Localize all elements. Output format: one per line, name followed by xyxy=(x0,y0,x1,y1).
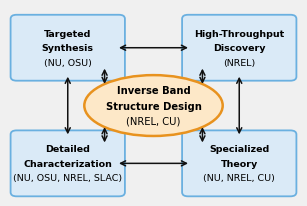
Text: Theory: Theory xyxy=(221,159,258,168)
Text: (NREL, CU): (NREL, CU) xyxy=(126,116,181,126)
Text: Characterization: Characterization xyxy=(23,159,112,168)
FancyBboxPatch shape xyxy=(10,16,125,81)
Text: Detailed: Detailed xyxy=(45,145,90,153)
Text: (NU, NREL, CU): (NU, NREL, CU) xyxy=(203,174,275,183)
Ellipse shape xyxy=(84,76,223,136)
Text: Specialized: Specialized xyxy=(209,145,269,153)
Text: High-Throughput: High-Throughput xyxy=(194,29,284,39)
Text: Inverse Band: Inverse Band xyxy=(117,86,190,96)
FancyBboxPatch shape xyxy=(182,131,297,196)
FancyBboxPatch shape xyxy=(182,16,297,81)
Text: Structure Design: Structure Design xyxy=(106,101,201,111)
Text: Targeted: Targeted xyxy=(44,29,91,39)
Text: (NU, OSU): (NU, OSU) xyxy=(44,59,92,68)
Text: Discovery: Discovery xyxy=(213,44,266,53)
Text: (NREL): (NREL) xyxy=(223,59,255,68)
FancyBboxPatch shape xyxy=(10,131,125,196)
Text: (NU, OSU, NREL, SLAC): (NU, OSU, NREL, SLAC) xyxy=(13,174,122,183)
Text: Synthesis: Synthesis xyxy=(42,44,94,53)
